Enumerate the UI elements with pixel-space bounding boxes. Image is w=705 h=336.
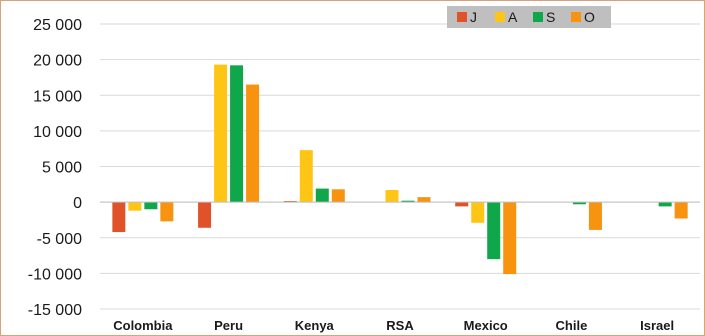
y-tick-label: -15 000 [28, 302, 82, 319]
x-category-label: Israel [640, 318, 674, 333]
x-category-label: Peru [214, 318, 243, 333]
bar-A-kenya [299, 150, 313, 203]
bar-A-peru [214, 64, 228, 203]
bar-O-peru [246, 84, 260, 203]
legend-swatch-O [571, 12, 581, 22]
bar-O-rsa [417, 197, 431, 203]
bar-O-chile [588, 202, 602, 230]
y-tick-label: 5 000 [42, 160, 82, 177]
x-category-label: Mexico [464, 318, 508, 333]
bar-A-colombia [128, 202, 142, 211]
y-tick-label: 25 000 [33, 17, 82, 34]
y-tick-label: 15 000 [33, 88, 82, 105]
legend-label: J [470, 9, 477, 25]
bar-J-colombia [112, 202, 126, 233]
bar-O-mexico [503, 202, 517, 275]
bar-O-colombia [160, 202, 174, 222]
y-tick-label: 10 000 [33, 124, 82, 141]
bar-J-kenya [283, 201, 297, 203]
bar-A-rsa [385, 190, 399, 203]
x-category-label: Kenya [295, 318, 335, 333]
x-category-label: Chile [556, 318, 588, 333]
bar-O-israel [674, 202, 688, 219]
bar-J-peru [198, 202, 212, 228]
legend-label: O [584, 9, 595, 25]
y-tick-label: -10 000 [28, 266, 82, 283]
bar-S-israel [658, 202, 672, 207]
legend-label: S [546, 9, 555, 25]
legend-label: A [508, 9, 518, 25]
bar-J-mexico [455, 202, 469, 207]
y-tick-label: -5 000 [37, 231, 82, 248]
legend-swatch-J [457, 12, 467, 22]
bar-S-kenya [315, 188, 329, 203]
legend-swatch-S [533, 12, 543, 22]
y-tick-label: 0 [73, 195, 82, 212]
x-category-label: Colombia [113, 318, 173, 333]
legend-box [447, 6, 611, 28]
bar-S-mexico [487, 202, 501, 260]
y-tick-label: 20 000 [33, 53, 82, 70]
bar-S-colombia [144, 202, 158, 210]
legend-swatch-A [495, 12, 505, 22]
bar-A-mexico [471, 202, 485, 223]
bar-O-kenya [331, 189, 345, 203]
x-category-label: RSA [386, 318, 414, 333]
bar-S-chile [572, 202, 586, 205]
bar-S-peru [230, 65, 244, 203]
bar-S-rsa [401, 200, 415, 203]
